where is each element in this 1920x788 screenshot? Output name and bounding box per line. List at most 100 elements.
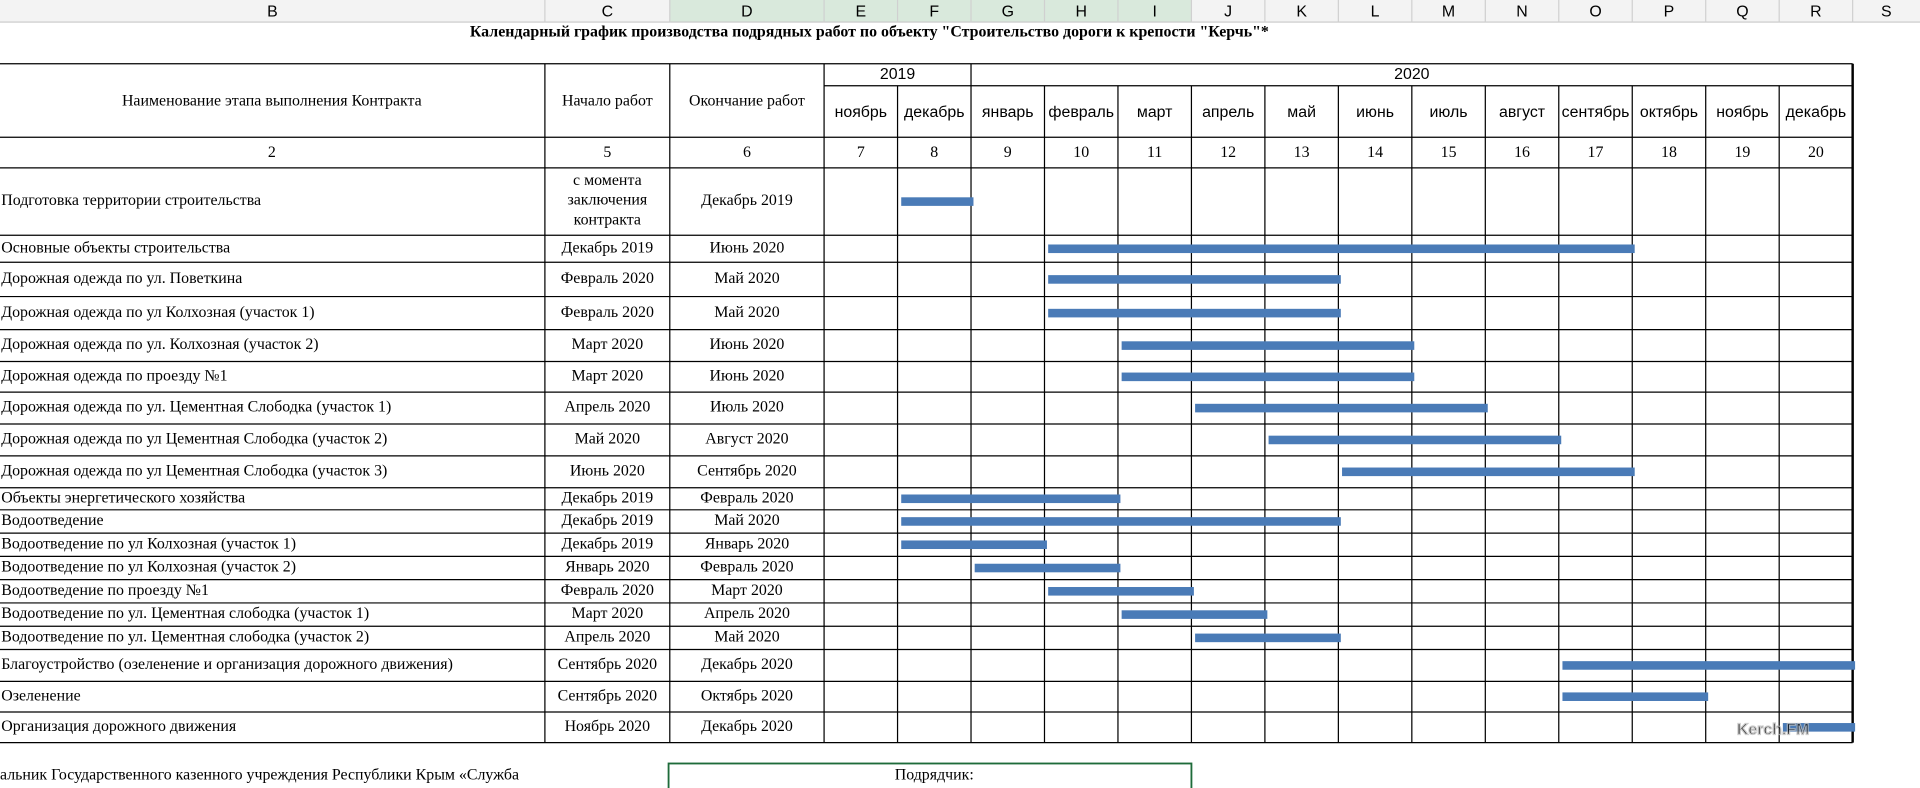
header-name: Наименование этапа выполнения Контракта xyxy=(122,92,422,109)
gantt-bar xyxy=(1121,610,1268,619)
year-label: 2020 xyxy=(1394,66,1430,83)
month-label: июль xyxy=(1430,104,1468,121)
column-number: 2 xyxy=(268,144,276,161)
end-date: Апрель 2020 xyxy=(704,605,790,622)
column-letter: B xyxy=(267,3,278,20)
footer-contractor: Подрядчик: xyxy=(895,766,974,783)
end-date: Сентябрь 2020 xyxy=(697,462,797,479)
gantt-bar xyxy=(1268,435,1562,445)
stage-name: Водоотведение по ул. Цементная слободка … xyxy=(1,605,369,622)
month-label: ноябрь xyxy=(1716,104,1768,121)
column-letter: O xyxy=(1589,3,1601,20)
stage-name: Дорожная одежда по ул. Цементная Слободк… xyxy=(1,399,391,416)
end-date: Декабрь 2020 xyxy=(701,718,793,735)
sheet-title: Календарный график производства подрядны… xyxy=(470,24,1269,41)
header-end: Окончание работ xyxy=(689,92,805,109)
column-letter: D xyxy=(741,3,752,20)
stage-name: Дорожная одежда по ул. Поветкина xyxy=(1,270,242,287)
end-date: Август 2020 xyxy=(705,431,788,448)
stage-name: Организация дорожного движения xyxy=(1,718,237,735)
stage-name: Подготовка территории строительства xyxy=(1,192,261,209)
gantt-bar xyxy=(1342,467,1635,477)
gantt-bar xyxy=(974,563,1121,573)
start-date: Март 2020 xyxy=(572,605,644,622)
stage-name: Дорожная одежда по проезду №1 xyxy=(1,367,227,384)
gantt-bar xyxy=(1121,372,1415,382)
stage-name: Водоотведение по ул. Цементная слободка … xyxy=(1,629,369,646)
column-letter: I xyxy=(1152,3,1156,20)
stage-name: Благоустройство (озеленение и организаци… xyxy=(1,656,453,673)
column-number: 10 xyxy=(1073,144,1089,161)
start-date: Декабрь 2019 xyxy=(561,535,653,552)
end-date: Март 2020 xyxy=(711,582,783,599)
column-letter: S xyxy=(1881,3,1892,20)
start-date: Май 2020 xyxy=(575,431,641,448)
month-label: декабрь xyxy=(904,104,965,121)
column-letter: C xyxy=(602,3,613,20)
start-date: Декабрь 2019 xyxy=(561,489,653,506)
column-number: 18 xyxy=(1661,144,1677,161)
column-number: 5 xyxy=(603,144,611,161)
start-date: Апрель 2020 xyxy=(564,399,650,416)
end-date: Май 2020 xyxy=(714,512,780,529)
gantt-bar xyxy=(1048,587,1194,596)
column-letter: K xyxy=(1296,3,1307,20)
month-label: май xyxy=(1287,104,1316,121)
start-date: Январь 2020 xyxy=(565,559,649,576)
month-label: июнь xyxy=(1356,104,1394,121)
gantt-bar xyxy=(1195,633,1341,643)
start-cell: с момента заключения контракта xyxy=(567,170,647,228)
end-date: Февраль 2020 xyxy=(700,559,793,576)
selected-columns-header xyxy=(669,0,1192,23)
year-label: 2019 xyxy=(880,66,916,83)
gantt-bar xyxy=(901,197,974,206)
gantt-bar xyxy=(1782,723,1856,732)
end-date: Июнь 2020 xyxy=(709,336,784,353)
column-number: 9 xyxy=(1004,144,1012,161)
column-number: 19 xyxy=(1734,144,1750,161)
end-date: Февраль 2020 xyxy=(700,489,793,506)
start-date: Декабрь 2019 xyxy=(561,512,653,529)
stage-name: Водоотведение по ул Колхозная (участок 2… xyxy=(1,559,296,576)
end-date: Июнь 2020 xyxy=(709,239,784,256)
end-date: Июль 2020 xyxy=(710,399,784,416)
gantt-bar xyxy=(1048,275,1341,284)
gantt-bar xyxy=(1048,244,1635,254)
start-date: Апрель 2020 xyxy=(564,629,650,646)
column-number: 8 xyxy=(930,144,938,161)
stage-name: Основные объекты строительства xyxy=(1,239,230,256)
start-date: Март 2020 xyxy=(572,367,644,384)
end-date: Май 2020 xyxy=(714,270,780,287)
column-letter: L xyxy=(1371,3,1380,20)
month-label: апрель xyxy=(1202,104,1254,121)
end-date: Январь 2020 xyxy=(705,535,789,552)
column-letter: Q xyxy=(1736,3,1748,20)
start-date: Март 2020 xyxy=(572,336,644,353)
column-number: 7 xyxy=(857,144,865,161)
end-date: Май 2020 xyxy=(714,304,780,321)
end-date: Октябрь 2020 xyxy=(701,687,793,704)
stage-name: Дорожная одежда по ул Цементная Слободка… xyxy=(1,431,387,448)
column-number: 14 xyxy=(1367,144,1383,161)
column-letter: R xyxy=(1810,3,1821,20)
column-letter: G xyxy=(1002,3,1014,20)
start-date: Сентябрь 2020 xyxy=(558,656,658,673)
column-number: 17 xyxy=(1588,144,1604,161)
column-number: 20 xyxy=(1808,144,1824,161)
column-number: 16 xyxy=(1514,144,1530,161)
gantt-bar xyxy=(1195,403,1488,413)
column-number: 13 xyxy=(1294,144,1310,161)
footer-left: альник Государственного казенного учрежд… xyxy=(0,766,519,783)
start-date: Февраль 2020 xyxy=(561,270,654,287)
end-date: Декабрь 2019 xyxy=(701,192,793,209)
selected-cell xyxy=(667,762,1193,788)
column-number: 6 xyxy=(743,144,751,161)
gantt-bar xyxy=(1562,692,1709,701)
gantt-bar xyxy=(1121,341,1415,350)
gantt-bar xyxy=(901,494,1121,504)
month-label: сентябрь xyxy=(1562,104,1630,121)
month-label: март xyxy=(1137,104,1173,121)
stage-name: Дорожная одежда по ул. Колхозная (участо… xyxy=(1,336,318,353)
end-date: Май 2020 xyxy=(714,629,780,646)
